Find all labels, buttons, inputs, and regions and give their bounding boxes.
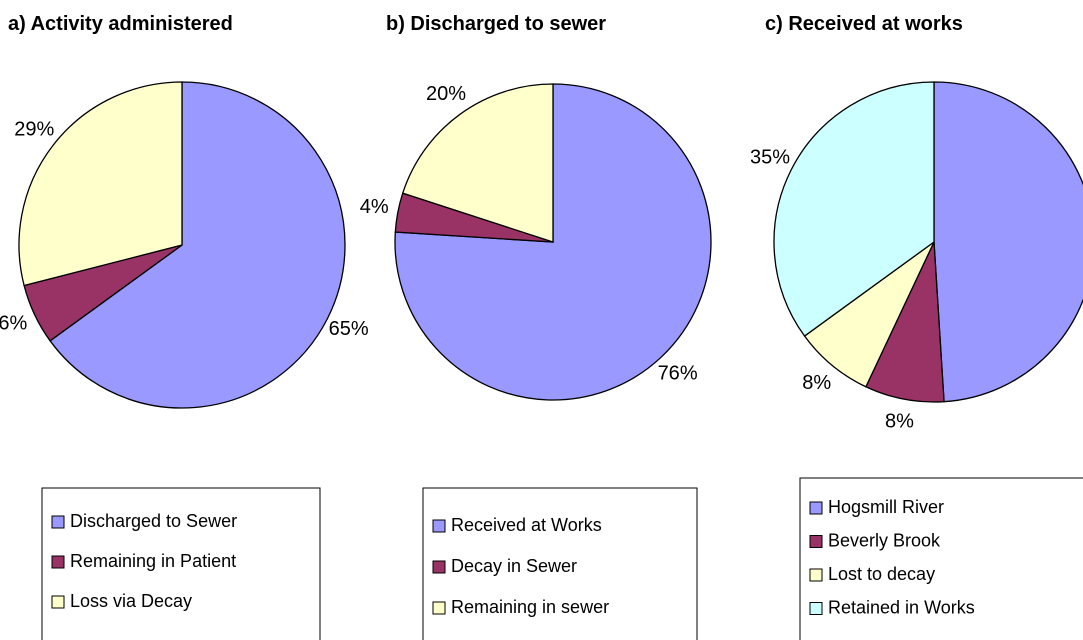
- percent-sign: %: [371, 196, 389, 218]
- legend-swatch: [809, 501, 823, 515]
- slice-label: 8%: [802, 372, 831, 394]
- slice-label: 20%: [426, 83, 466, 105]
- legend-swatch: [432, 601, 446, 615]
- legend-label: Discharged to Sewer: [70, 511, 237, 531]
- slice-label: 6%: [0, 313, 27, 335]
- slice-label: 4%: [360, 196, 389, 218]
- legend-swatch: [432, 560, 446, 574]
- percent-sign: %: [351, 318, 369, 340]
- slice-label: 35%: [750, 147, 790, 169]
- slice-label: 8%: [885, 411, 914, 433]
- slice-value: 8: [885, 411, 896, 433]
- legend-label: Received at Works: [451, 515, 602, 535]
- legend-swatch: [809, 535, 823, 548]
- percent-sign: %: [680, 363, 698, 385]
- slice-value: 76: [658, 363, 680, 385]
- slice-value: 29: [14, 119, 36, 141]
- legend-swatch: [51, 515, 65, 529]
- percent-sign: %: [896, 411, 914, 433]
- legend-swatch: [51, 595, 65, 609]
- slice-value: 8: [802, 372, 813, 394]
- legend-label: Beverly Brook: [828, 530, 941, 550]
- legend-swatch: [809, 568, 823, 582]
- percent-sign: %: [813, 372, 831, 394]
- legend-label: Lost to decay: [828, 564, 935, 584]
- pie-slice: [933, 81, 1083, 403]
- legend-box: [41, 487, 321, 640]
- slice-label: 65%: [329, 318, 369, 340]
- slice-value: 20: [426, 83, 448, 105]
- slice-label: 29%: [14, 119, 54, 141]
- legend-swatch: [809, 602, 823, 615]
- pie-slice: [401, 83, 554, 243]
- legend-label: Hogsmill River: [828, 497, 944, 517]
- legend-label: Decay in Sewer: [451, 556, 577, 576]
- slice-value: 4: [360, 196, 371, 218]
- chart-title: b) Discharged to sewer: [386, 13, 606, 35]
- pie-slice: [773, 81, 935, 337]
- legend-swatch: [432, 519, 446, 533]
- pie-slice: [18, 81, 183, 287]
- legend-label: Retained in Works: [828, 597, 975, 617]
- legend-box: [422, 487, 698, 640]
- slice-label: 76%: [658, 363, 698, 385]
- percent-sign: %: [36, 119, 54, 141]
- legend-label: Loss via Decay: [70, 591, 192, 611]
- chart-title: c) Received at works: [765, 13, 963, 35]
- percent-sign: %: [448, 83, 466, 105]
- pie-slice: [49, 81, 346, 409]
- legend-box: [799, 477, 1083, 640]
- slice-value: 65: [329, 318, 351, 340]
- chart-title: a) Activity administered: [8, 13, 233, 35]
- slice-value: 6: [0, 313, 9, 335]
- slice-value: 35: [750, 147, 772, 169]
- legend-swatch: [51, 555, 65, 569]
- percent-sign: %: [9, 313, 27, 335]
- legend-label: Remaining in sewer: [451, 597, 609, 617]
- percent-sign: %: [772, 147, 790, 169]
- legend-label: Remaining in Patient: [70, 551, 236, 571]
